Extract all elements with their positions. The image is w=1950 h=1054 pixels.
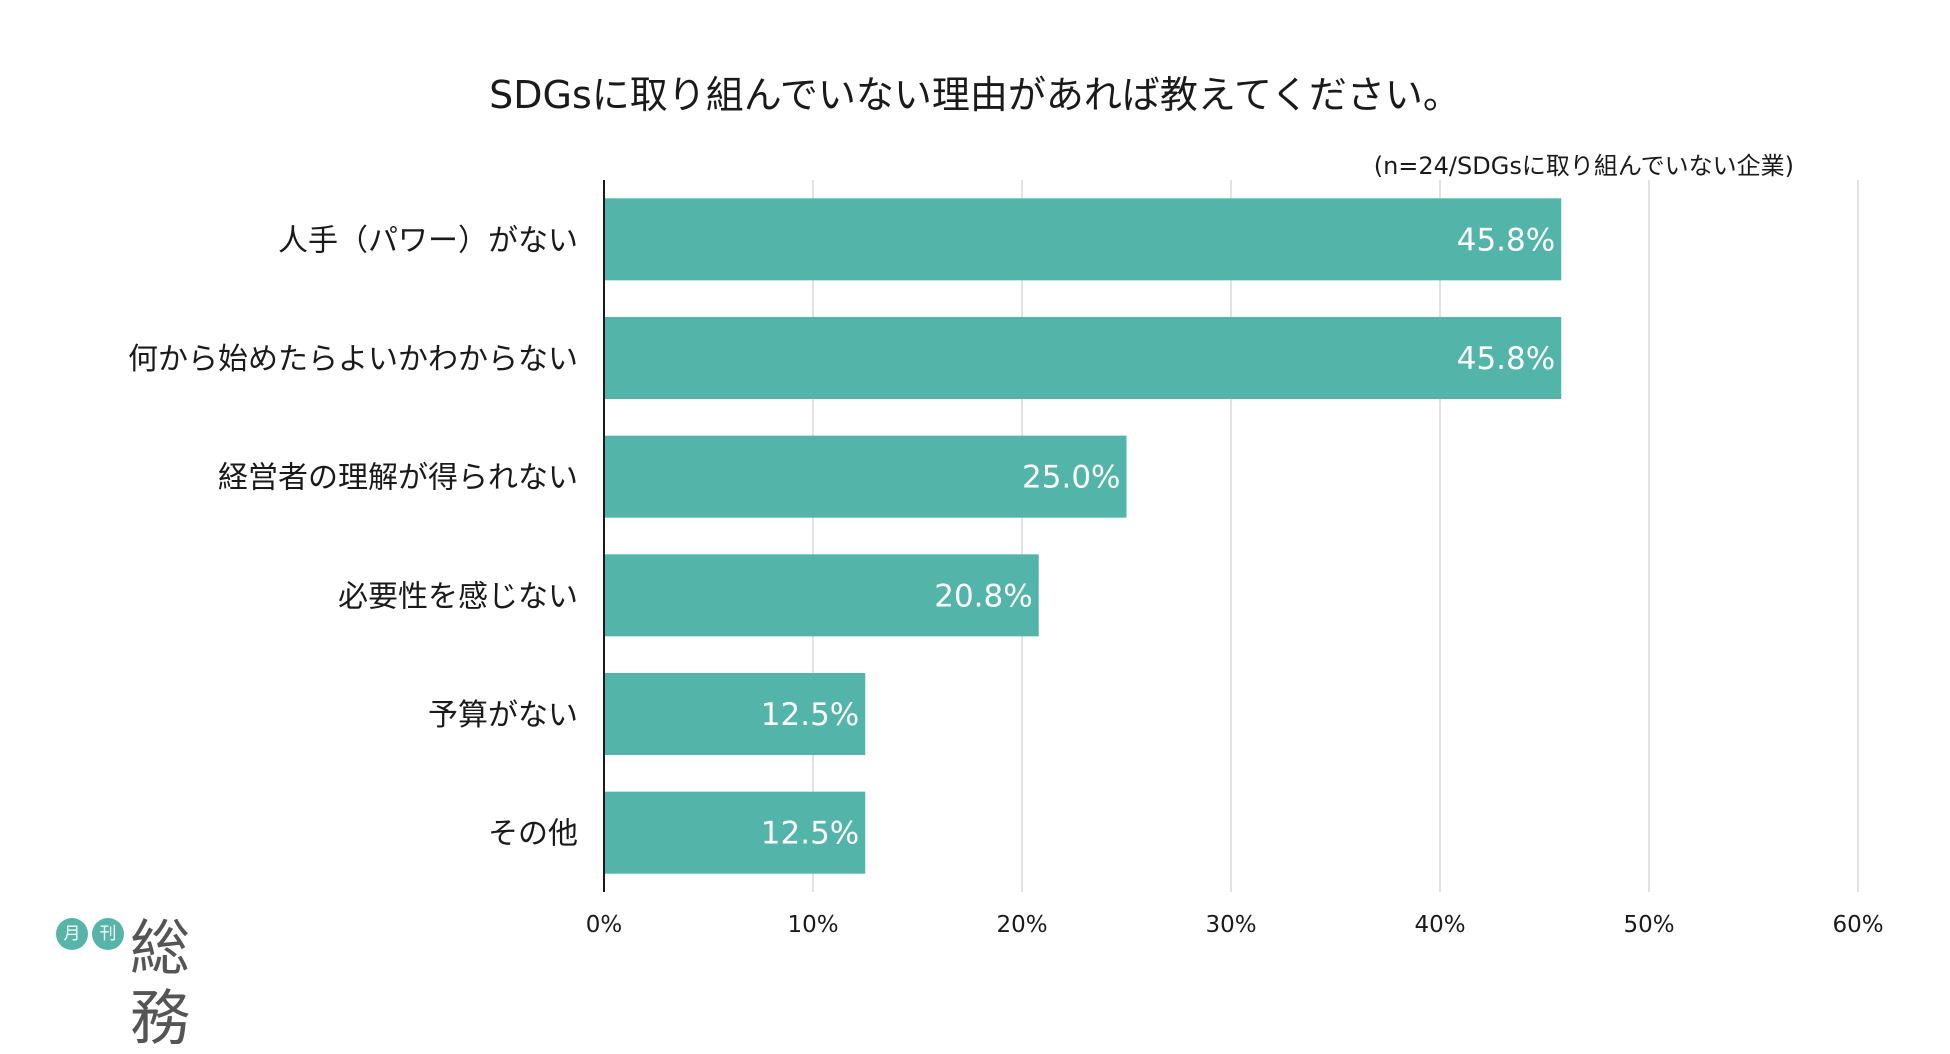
category-label: 経営者の理解が得られない	[218, 461, 578, 496]
sample-note: (n=24/SDGsに取り組んでいない企業)	[1373, 152, 1794, 180]
category-label: 必要性を感じない	[338, 579, 578, 614]
bar	[604, 198, 1562, 281]
x-tick-label: 50%	[1623, 912, 1674, 938]
x-tick-label: 40%	[1414, 912, 1465, 938]
data-label: 45.8%	[1457, 341, 1555, 377]
x-tick-label: 10%	[787, 912, 838, 938]
chart-title: SDGsに取り組んでいない理由があれば教えてください。	[489, 73, 1461, 117]
data-label: 12.5%	[761, 697, 859, 733]
x-tick-label: 60%	[1832, 912, 1883, 938]
bar	[604, 554, 1039, 637]
bar	[604, 673, 866, 755]
x-tick-label: 30%	[1205, 912, 1256, 938]
category-label: 何から始めたらよいかわからない	[128, 342, 578, 377]
category-label: その他	[488, 817, 578, 852]
category-label: 人手（パワー）がない	[278, 223, 578, 258]
bar	[604, 791, 866, 874]
bar-chart: 0% 10% 20% 30% 40% 50% 60% 人手（パワー）がない 45.8% 何から始め…	[128, 180, 1884, 938]
data-label: 25.0%	[1022, 460, 1120, 496]
data-label: 20.8%	[934, 578, 1032, 614]
logo-text: 総務	[130, 914, 190, 1054]
x-tick-label: 0%	[586, 912, 623, 938]
data-label: 12.5%	[761, 816, 859, 852]
data-label: 45.8%	[1457, 222, 1555, 258]
category-label: 予算がない	[428, 698, 578, 733]
bar	[604, 317, 1562, 399]
logo-badge-1: 月	[56, 918, 88, 950]
bar	[604, 435, 1127, 518]
x-tick-label: 20%	[996, 912, 1047, 938]
logo-badge-2: 刊	[92, 918, 124, 950]
